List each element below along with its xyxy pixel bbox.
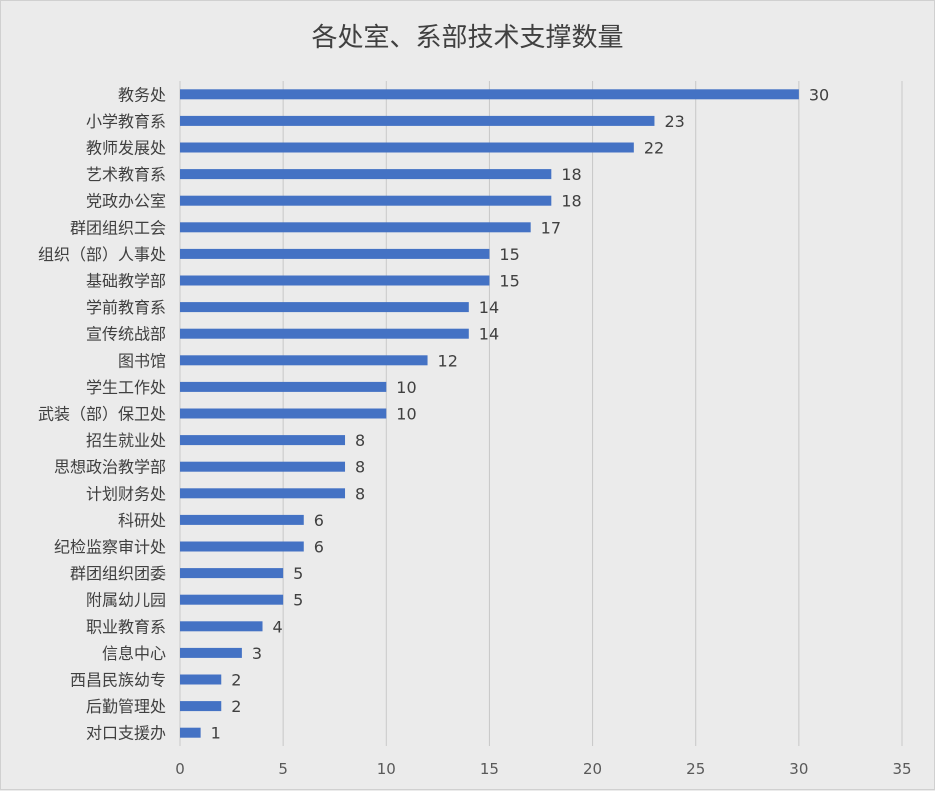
category-label: 思想政治教学部 — [54, 458, 166, 477]
bar — [180, 408, 387, 419]
category-label: 职业教育系 — [86, 617, 166, 636]
data-label: 3 — [252, 644, 262, 663]
category-label: 后勤管理处 — [86, 697, 166, 716]
bar — [180, 115, 655, 126]
bar — [180, 381, 387, 392]
bar — [180, 461, 346, 472]
x-tick-label: 35 — [892, 760, 911, 778]
data-label: 18 — [561, 165, 581, 184]
category-label: 纪检监察审计处 — [54, 538, 166, 557]
data-label: 4 — [273, 617, 283, 636]
data-label: 14 — [479, 325, 499, 344]
category-label: 图书馆 — [118, 351, 166, 370]
data-label: 18 — [561, 192, 581, 211]
category-label: 教师发展处 — [86, 139, 166, 158]
bar — [180, 594, 284, 605]
bar — [180, 674, 222, 685]
data-label: 30 — [809, 85, 829, 104]
bar — [180, 195, 552, 206]
category-label: 武装（部）保卫处 — [38, 405, 166, 424]
bar — [180, 727, 201, 738]
x-tick-label: 5 — [278, 760, 288, 778]
bar — [180, 169, 552, 180]
data-label: 8 — [355, 458, 365, 477]
bar — [180, 568, 284, 579]
data-label: 8 — [355, 484, 365, 503]
category-label: 信息中心 — [102, 644, 166, 663]
data-label: 2 — [231, 671, 241, 690]
x-tick-label: 15 — [480, 760, 499, 778]
data-label: 8 — [355, 431, 365, 450]
bar — [180, 302, 469, 313]
data-label: 2 — [231, 697, 241, 716]
data-label: 22 — [644, 139, 664, 158]
category-label: 科研处 — [118, 511, 166, 530]
category-labels: 教务处小学教育系教师发展处艺术教育系党政办公室群团组织工会组织（部）人事处基础教… — [38, 85, 166, 742]
data-label: 10 — [396, 378, 416, 397]
category-label: 教务处 — [118, 85, 166, 104]
category-label: 群团组织工会 — [70, 218, 166, 237]
bar — [180, 435, 346, 446]
x-tick-label: 0 — [175, 760, 185, 778]
category-label: 小学教育系 — [86, 112, 166, 131]
category-label: 艺术教育系 — [86, 165, 166, 184]
bar — [180, 222, 531, 233]
data-label: 12 — [438, 351, 458, 370]
x-tick-label: 10 — [377, 760, 396, 778]
bar — [180, 248, 490, 259]
data-label: 17 — [541, 218, 561, 237]
data-label: 5 — [293, 591, 303, 610]
category-label: 党政办公室 — [86, 192, 166, 211]
data-label: 6 — [314, 511, 324, 530]
x-tick-label: 25 — [686, 760, 705, 778]
x-axis-ticks: 0 5 10 15 20 25 30 35 — [175, 760, 911, 778]
bars — [180, 89, 799, 738]
category-label: 学前教育系 — [86, 298, 166, 317]
x-tick-label: 20 — [583, 760, 602, 778]
data-label: 10 — [396, 405, 416, 424]
data-label: 23 — [664, 112, 684, 131]
category-label: 西昌民族幼专 — [70, 671, 166, 690]
bar — [180, 275, 490, 286]
data-label: 5 — [293, 564, 303, 583]
x-tick-label: 30 — [789, 760, 808, 778]
bar — [180, 541, 304, 552]
category-label: 对口支援办 — [86, 724, 166, 743]
category-label: 组织（部）人事处 — [38, 245, 166, 264]
bar — [180, 514, 304, 525]
category-label: 计划财务处 — [86, 484, 166, 503]
category-label: 基础教学部 — [86, 272, 166, 291]
category-label: 群团组织团委 — [70, 564, 166, 583]
data-label: 15 — [499, 272, 519, 291]
category-label: 宣传统战部 — [86, 325, 166, 344]
category-label: 附属幼儿园 — [86, 591, 166, 610]
data-label: 6 — [314, 538, 324, 557]
bar — [180, 89, 799, 100]
bar — [180, 488, 346, 499]
bar — [180, 328, 469, 339]
data-label: 1 — [211, 724, 221, 743]
bar — [180, 647, 242, 658]
data-label: 15 — [499, 245, 519, 264]
category-label: 招生就业处 — [86, 431, 166, 450]
chart-title: 各处室、系部技术支撑数量 — [311, 23, 624, 53]
bar — [180, 701, 222, 712]
bar — [180, 142, 634, 153]
category-label: 学生工作处 — [86, 378, 166, 397]
bar — [180, 355, 428, 366]
data-label: 14 — [479, 298, 499, 317]
bar — [180, 621, 263, 632]
